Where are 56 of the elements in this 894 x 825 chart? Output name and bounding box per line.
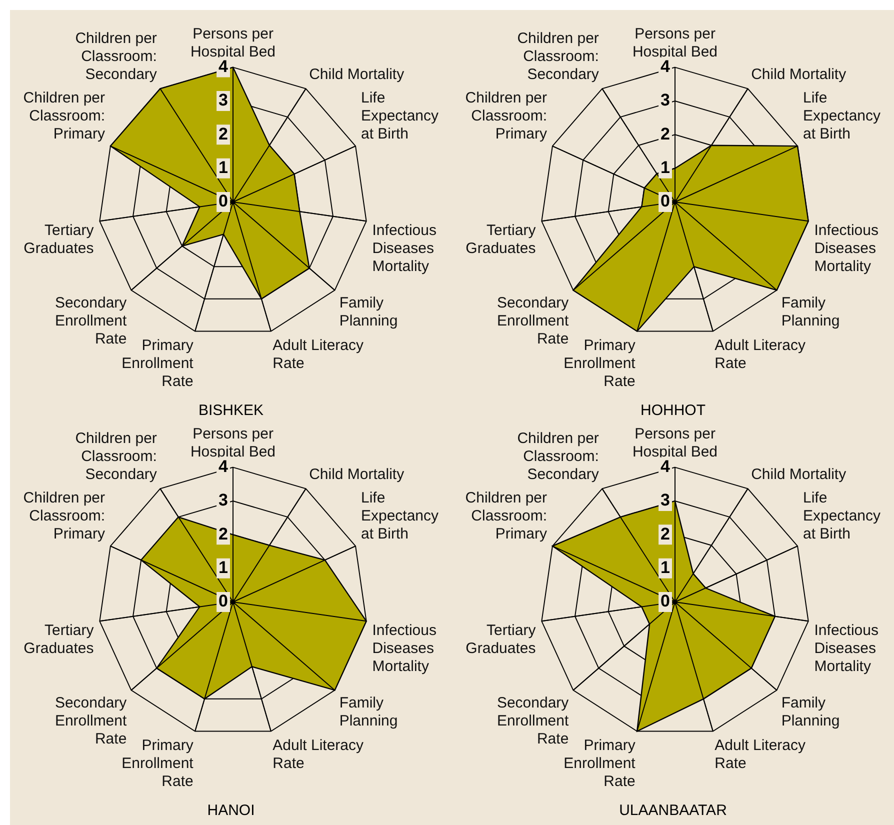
spoke-label: Life Expectancy at Birth xyxy=(802,90,882,143)
spoke-label: Adult Literacy Rate xyxy=(272,337,364,372)
spoke-label: Adult Literacy Rate xyxy=(714,737,806,772)
spoke-label: Infectious Diseases Mortality xyxy=(372,622,436,676)
spoke-label: Family Planning xyxy=(339,294,398,330)
spoke-label: Child Mortality xyxy=(751,66,847,83)
y-tick-label: 2 xyxy=(218,124,228,144)
y-tick-label: 0 xyxy=(660,592,670,611)
y-tick-label: 4 xyxy=(218,56,229,76)
spoke-label: Children per Classroom: Secondary xyxy=(75,30,158,83)
text: ULAANBAATAR xyxy=(619,802,728,820)
spoke-label: Life Expectancy at Birth xyxy=(360,90,440,143)
y-tick-label: 2 xyxy=(218,524,228,544)
spoke-label: Children per Classroom: Primary xyxy=(23,90,106,143)
text: HANOI xyxy=(207,802,255,820)
y-tick-label: 0 xyxy=(218,592,228,611)
spoke-label: Children per Classroom: Primary xyxy=(23,490,106,543)
spoke-label: Family Planning xyxy=(781,294,840,330)
spoke-label: Tertiary Graduates xyxy=(466,622,536,658)
y-tick-label: 2 xyxy=(660,524,670,544)
spoke-label: Children per Classroom: Secondary xyxy=(517,430,600,483)
y-tick-label: 4 xyxy=(660,56,671,76)
y-tick-label: 2 xyxy=(660,124,670,144)
spoke-label: Tertiary Graduates xyxy=(24,622,94,658)
spoke-label: Children per Classroom: Secondary xyxy=(75,430,158,483)
spoke-label: Family Planning xyxy=(781,694,840,730)
spoke-label: Life Expectancy at Birth xyxy=(360,490,440,543)
spoke-label: Infectious Diseases Mortality xyxy=(372,222,436,276)
y-tick-label: 1 xyxy=(660,158,670,178)
y-tick-label: 0 xyxy=(218,192,228,211)
y-tick-label: 1 xyxy=(218,558,228,578)
y-tick-label: 3 xyxy=(660,90,670,110)
spoke-label: Child Mortality xyxy=(309,66,405,83)
text: BISHKEK xyxy=(198,402,264,420)
y-tick-label: 4 xyxy=(660,456,671,476)
spoke-label: Children per Classroom: Primary xyxy=(465,90,548,143)
y-tick-label: 0 xyxy=(660,192,670,211)
y-tick-label: 1 xyxy=(218,158,228,178)
spoke-label: Adult Literacy Rate xyxy=(272,737,364,772)
spoke-label: Infectious Diseases Mortality xyxy=(814,622,878,676)
spoke-label: Adult Literacy Rate xyxy=(714,337,806,372)
spoke-label: Children per Classroom: Primary xyxy=(465,490,548,543)
y-tick-label: 3 xyxy=(218,90,228,110)
y-tick-label: 1 xyxy=(660,558,670,578)
spoke-label: Child Mortality xyxy=(309,466,405,483)
y-tick-label: 3 xyxy=(660,490,670,510)
spoke-label: Children per Classroom: Secondary xyxy=(517,30,600,83)
spoke-label: Tertiary Graduates xyxy=(466,222,536,258)
spoke-label: Family Planning xyxy=(339,694,398,730)
spoke-label: Child Mortality xyxy=(751,466,847,483)
spoke-label: Infectious Diseases Mortality xyxy=(814,222,878,276)
spoke-label: Tertiary Graduates xyxy=(24,222,94,258)
y-tick-label: 3 xyxy=(218,490,228,510)
spoke-label: Life Expectancy at Birth xyxy=(802,490,882,543)
text: HOHHOT xyxy=(640,402,706,420)
y-tick-label: 4 xyxy=(218,456,229,476)
